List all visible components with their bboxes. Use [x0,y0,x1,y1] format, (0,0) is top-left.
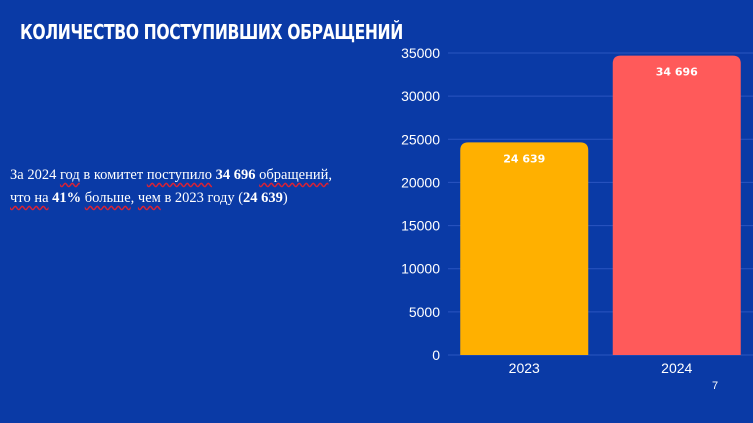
text-run: , [328,167,332,183]
slide-title: Количество поступивших обращений [20,20,403,44]
highlight-2024-total: 34 696 [215,167,256,183]
y-tick-label: 35000 [401,45,440,61]
text-run: чем [137,190,161,206]
y-tick-label: 25000 [401,131,440,147]
text-run: поступило [146,167,213,183]
text-run: что на [10,190,49,206]
text-run: , [130,190,135,206]
y-tick-label: 15000 [401,218,440,234]
highlight-percent: 41% [52,190,82,206]
text-run: в комитет [79,167,147,183]
x-tick-label: 2024 [661,360,692,376]
text-run: в 2023 году ( [160,190,244,206]
bar-2023 [460,142,589,355]
y-tick-label: 10000 [401,261,440,277]
y-tick-label: 5000 [409,304,440,320]
data-label: 34 696 [656,66,698,79]
page-number: 7 [712,380,719,392]
text-run: год [59,167,80,183]
data-label: 24 639 [503,152,545,165]
bar-2024 [612,55,741,356]
text-run: ) [282,190,288,206]
y-tick-label: 30000 [401,88,440,104]
highlight-2023-total: 24 639 [243,190,283,206]
body-text: За 2024 год в комитет поступило 34 696 о… [10,164,380,210]
y-tick-label: 20000 [401,174,440,190]
text-run: больше [84,190,131,206]
text-run: обращений [259,167,329,183]
text-run: За 2024 [10,167,60,183]
y-tick-label: 0 [432,347,440,363]
x-tick-label: 2023 [509,360,540,376]
